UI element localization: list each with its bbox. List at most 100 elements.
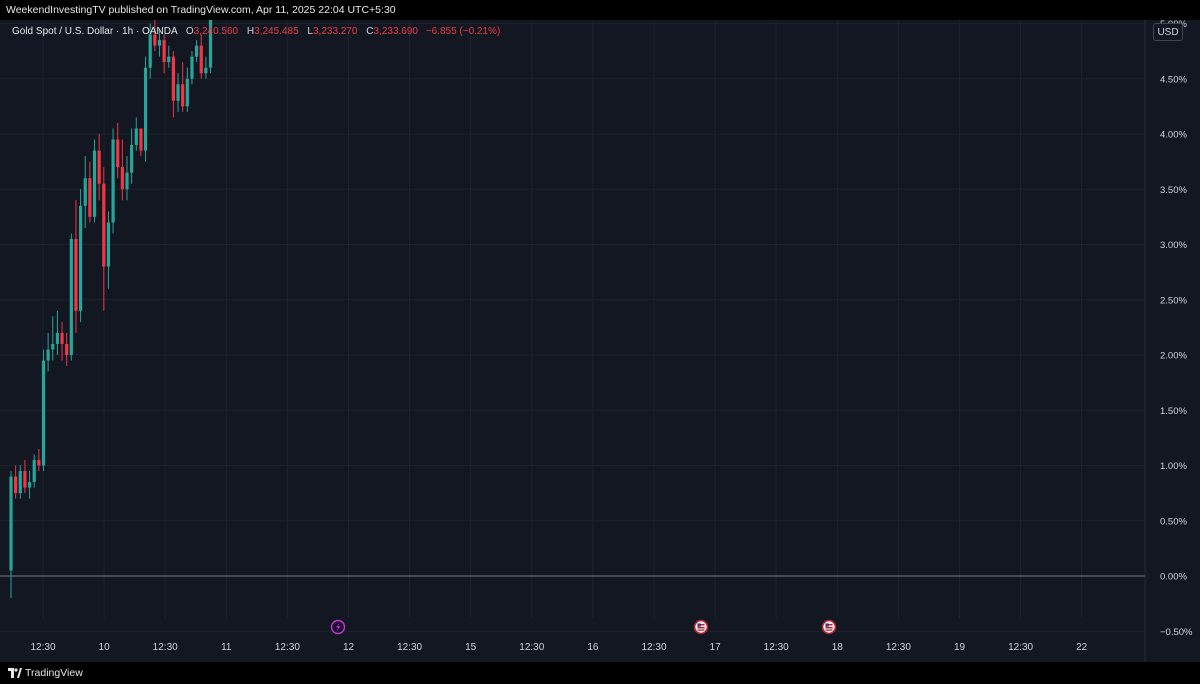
candle-body [46,349,50,361]
footer-brand: TradingView [25,667,83,679]
tradingview-logo-icon [8,668,22,679]
x-tick-label: 12:30 [30,642,55,653]
candle-body [208,20,213,68]
currency-button[interactable]: USD [1153,23,1183,41]
x-tick-label: 16 [587,642,599,653]
candle-body [111,139,115,223]
x-tick-label: 12:30 [764,642,789,653]
flag-stripe [825,629,833,631]
y-tick-label: 1.50% [1160,406,1187,417]
candle-body [41,360,46,466]
open-value: 3,240.560 [193,26,239,37]
chart-area[interactable]: 9.50%9.00%8.50%8.00%7.50%7.00%6.50%6.00%… [0,20,1200,662]
candle-body [195,45,199,57]
candle-body [88,178,92,217]
x-tick-label: 19 [954,642,966,653]
candle-body [171,56,175,101]
y-tick-label: 2.00% [1160,351,1187,362]
x-tick-label: 12:30 [519,642,544,653]
flag-stripe [697,629,705,631]
candle-body [79,205,83,311]
candle-body [23,471,27,488]
candle-body [65,343,69,355]
candle-body [55,332,59,344]
high-value: 3,245.485 [254,26,299,37]
y-tick-label: 3.00% [1160,240,1187,251]
change-value: −6.855 (−0.21%) [425,26,501,37]
candle-body [134,128,138,146]
x-tick-label: 12 [343,642,355,653]
close-label: C [366,26,374,37]
x-tick-label: 12:30 [153,642,178,653]
low-value: 3,233.270 [312,26,358,37]
candle-body [116,139,120,168]
candle-body [190,56,194,79]
y-tick-label: 2.50% [1160,295,1187,306]
flag-stripe [825,624,833,626]
x-tick-label: 12:30 [1008,642,1033,653]
candle-body [148,34,152,68]
flag-stripe [697,627,705,629]
candle-body [162,40,166,63]
high-label: H [246,26,255,37]
candle-body [106,222,111,267]
candle-body [102,183,106,267]
chart-canvas[interactable]: 9.50%9.00%8.50%8.00%7.50%7.00%6.50%6.00%… [0,20,1200,662]
y-tick-label: −0.50% [1160,627,1193,638]
x-tick-label: 18 [832,642,844,653]
candle-body [27,482,32,488]
candle-body [97,150,101,184]
x-tick-label: 15 [465,642,477,653]
ohlc-legend: Gold Spot / U.S. Dollar · 1h · OANDA O3,… [12,26,500,37]
candle-body [130,145,134,173]
x-tick-label: 12:30 [641,642,666,653]
candle-body [32,459,36,483]
close-value: 3,233.690 [373,26,419,37]
flag-canton [697,623,701,627]
candle-body [176,84,180,101]
candle-body [92,150,97,217]
publisher-bar: WeekendInvestingTV published on TradingV… [0,0,1200,20]
x-tick-label: 12:30 [275,642,300,653]
open-label: O [185,26,194,37]
y-tick-label: 1.00% [1160,461,1187,472]
y-tick-label: 3.50% [1160,185,1187,196]
footer-bar: TradingView [0,662,1200,684]
y-tick-label: 0.00% [1160,572,1187,583]
x-tick-label: 12:30 [397,642,422,653]
x-tick-label: 17 [710,642,722,653]
flag-stripe [697,624,705,626]
candle-body [167,56,171,63]
candle-body [37,459,41,466]
y-tick-label: 4.50% [1160,74,1187,85]
candle-body [51,343,55,350]
candle-body [204,67,208,74]
candle-body [60,332,64,344]
candle-body [69,238,73,355]
candle-body [181,84,185,107]
candle-body [157,40,162,46]
candle-body [14,476,18,494]
candle-body [9,476,13,571]
x-tick-label: 22 [1076,642,1088,653]
y-tick-label: 4.00% [1160,130,1187,141]
flag-canton [825,623,829,627]
symbol-title[interactable]: Gold Spot / U.S. Dollar · 1h · OANDA [12,26,178,37]
candle-body [153,34,157,46]
lightning-glyph [336,623,341,631]
candle-body [185,78,189,107]
candle-body [74,238,78,311]
candle-body [125,172,129,190]
candle-body [139,128,143,151]
candle-body [120,167,124,190]
y-tick-label: 0.50% [1160,516,1187,527]
x-tick-label: 11 [221,642,232,653]
flag-stripe [825,627,833,629]
x-tick-label: 10 [99,642,111,653]
publisher-text: WeekendInvestingTV published on TradingV… [6,4,396,16]
x-tick-label: 12:30 [886,642,911,653]
candle-body [83,178,87,206]
candle-body [143,67,148,151]
candle-body [18,471,22,494]
